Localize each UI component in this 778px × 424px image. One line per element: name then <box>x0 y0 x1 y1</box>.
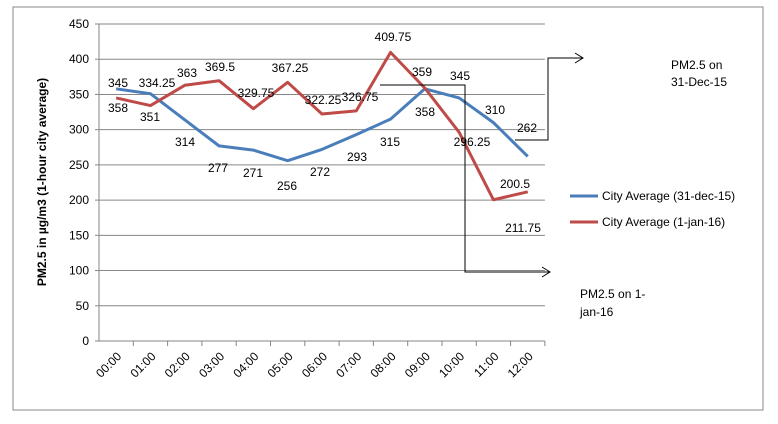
y-tick-label: 300 <box>69 123 89 137</box>
y-tick-label: 450 <box>69 17 89 31</box>
data-label: 293 <box>347 150 367 164</box>
data-label: 315 <box>380 135 400 149</box>
y-tick-label: 250 <box>69 158 89 172</box>
data-label: 200.5 <box>500 177 530 191</box>
data-label: 359 <box>412 65 432 79</box>
data-label: 334.25 <box>139 76 176 90</box>
y-tick-label: 0 <box>82 334 89 348</box>
data-label: 256 <box>277 179 297 193</box>
data-label: 271 <box>243 166 263 180</box>
data-label: 314 <box>175 135 195 149</box>
data-label: 296.25 <box>454 135 491 149</box>
data-label: 367.25 <box>272 61 309 75</box>
y-tick-label: 400 <box>69 52 89 66</box>
data-label: 322.25 <box>305 93 342 107</box>
data-label: 345 <box>108 76 128 90</box>
data-label: 272 <box>310 165 330 179</box>
y-tick-label: 200 <box>69 193 89 207</box>
data-label: 345 <box>450 69 470 83</box>
data-label: 369.5 <box>205 60 235 74</box>
y-tick-label: 100 <box>69 264 89 278</box>
data-label: 310 <box>485 103 505 117</box>
legend-label-1: City Average (1-jan-16) <box>602 215 725 229</box>
y-tick-label: 350 <box>69 87 89 101</box>
data-label: 262 <box>517 121 537 135</box>
data-label: 211.75 <box>505 221 541 235</box>
data-label: 358 <box>415 105 435 119</box>
legend-label-0: City Average (31-dec-15) <box>602 189 735 203</box>
data-label: 409.75 <box>375 30 412 44</box>
data-label: 351 <box>140 110 160 124</box>
data-label: 329.75 <box>238 86 275 100</box>
data-label: 358 <box>108 101 128 115</box>
axis-title-y: PM2.5 in µg/m3 (1-hour city average) <box>35 78 49 286</box>
data-label: 363 <box>177 66 197 80</box>
data-label: 277 <box>208 161 228 175</box>
y-tick-label: 50 <box>76 299 90 313</box>
y-tick-label: 150 <box>69 228 89 242</box>
data-label: 326.75 <box>342 90 379 104</box>
